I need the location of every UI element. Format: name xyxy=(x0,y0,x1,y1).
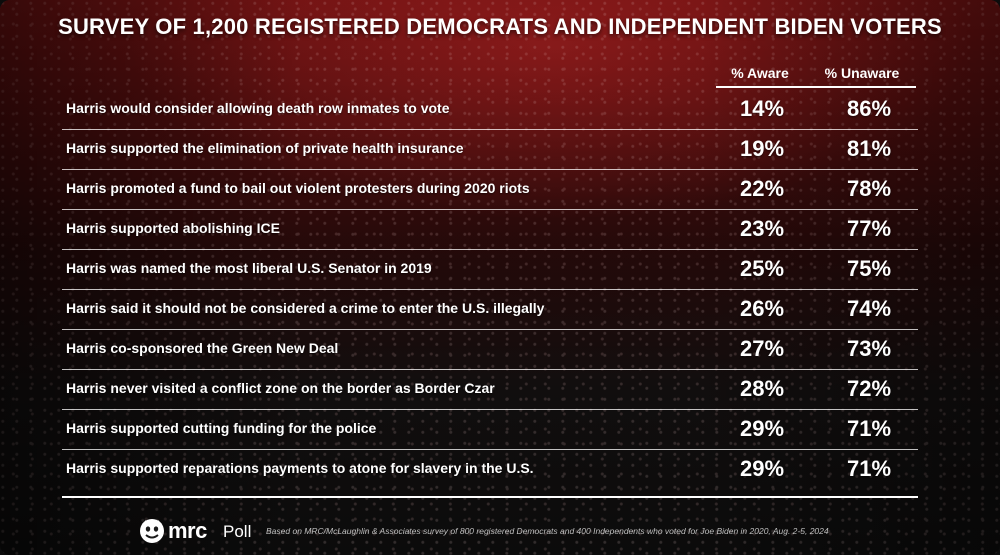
column-header-unaware: % Unaware xyxy=(824,65,900,81)
row-unaware-value: 77% xyxy=(846,216,892,241)
row-statement: Harris never visited a conflict zone on … xyxy=(66,380,495,396)
row-aware-value: 28% xyxy=(739,376,785,401)
row-unaware-value: 74% xyxy=(846,296,892,321)
row-aware-value: 26% xyxy=(739,296,785,321)
row-aware-value: 14% xyxy=(739,96,785,121)
row-statement: Harris said it should not be considered … xyxy=(66,300,545,316)
table-row: Harris would consider allowing death row… xyxy=(62,90,918,130)
table-row: Harris never visited a conflict zone on … xyxy=(62,370,918,410)
row-aware-value: 25% xyxy=(739,256,785,281)
source-footnote: Based on MRC/McLaughlin & Associates sur… xyxy=(266,526,829,536)
row-aware-value: 23% xyxy=(739,216,785,241)
mrc-poll-logo: mrc Poll xyxy=(138,516,258,546)
row-statement: Harris was named the most liberal U.S. S… xyxy=(66,260,432,276)
logo-mrc-text: mrc xyxy=(168,518,207,543)
table-row: Harris supported reparations payments to… xyxy=(62,450,918,490)
table-row: Harris supported the elimination of priv… xyxy=(62,130,918,170)
header-divider xyxy=(716,86,916,88)
row-aware-value: 27% xyxy=(739,336,785,361)
logo-poll-text: Poll xyxy=(223,522,252,541)
row-aware-value: 22% xyxy=(739,176,785,201)
row-statement: Harris promoted a fund to bail out viole… xyxy=(66,180,530,196)
row-aware-value: 29% xyxy=(739,416,785,441)
row-unaware-value: 72% xyxy=(846,376,892,401)
row-aware-value: 29% xyxy=(739,456,785,481)
table-row: Harris co-sponsored the Green New Deal 27… xyxy=(62,330,918,370)
table-row: Harris was named the most liberal U.S. S… xyxy=(62,250,918,290)
table-row: Harris supported cutting funding for the… xyxy=(62,410,918,450)
row-statement: Harris co-sponsored the Green New Deal xyxy=(66,340,339,356)
row-statement: Harris supported cutting funding for the… xyxy=(66,420,377,436)
row-statement: Harris supported reparations payments to… xyxy=(66,460,534,476)
table-bottom-divider xyxy=(62,496,918,498)
row-statement: Harris supported the elimination of priv… xyxy=(66,140,464,156)
row-statement: Harris would consider allowing death row… xyxy=(66,100,450,116)
column-header-aware: % Aware xyxy=(731,65,789,81)
row-unaware-value: 75% xyxy=(846,256,892,281)
bulldog-logo-icon xyxy=(140,519,164,543)
table-row: Harris said it should not be considered … xyxy=(62,290,918,330)
table-row: Harris promoted a fund to bail out viole… xyxy=(62,170,918,210)
survey-title: SURVEY OF 1,200 REGISTERED DEMOCRATS AND… xyxy=(58,14,942,39)
table-row: Harris supported abolishing ICE 23% 77% xyxy=(62,210,918,250)
row-unaware-value: 73% xyxy=(846,336,892,361)
row-unaware-value: 71% xyxy=(846,456,892,481)
row-aware-value: 19% xyxy=(739,136,785,161)
row-unaware-value: 86% xyxy=(846,96,892,121)
row-unaware-value: 71% xyxy=(846,416,892,441)
row-statement: Harris supported abolishing ICE xyxy=(66,220,280,236)
row-unaware-value: 78% xyxy=(846,176,892,201)
row-unaware-value: 81% xyxy=(846,136,892,161)
